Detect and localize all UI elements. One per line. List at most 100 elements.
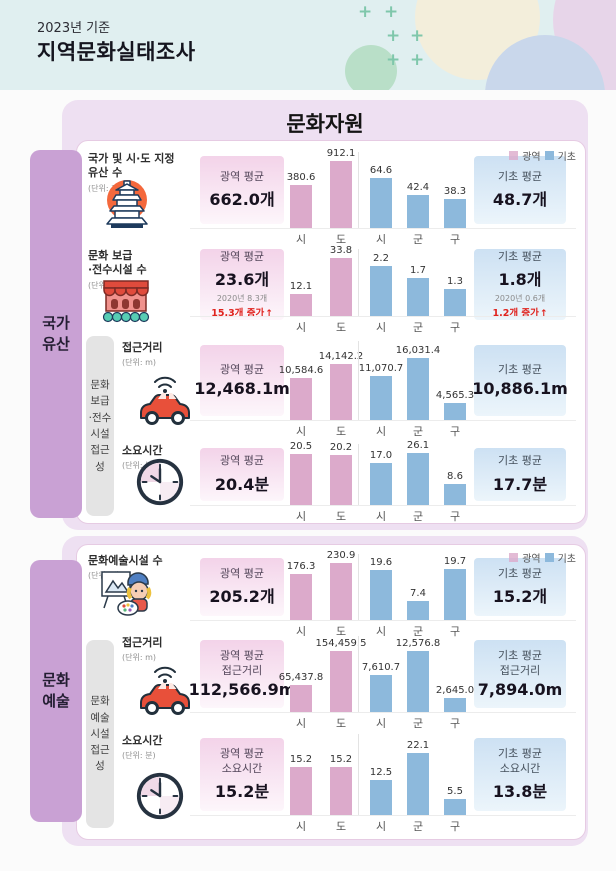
avg-value: 15.2분 bbox=[214, 781, 270, 801]
avg-label: 광역 평균 bbox=[220, 362, 264, 376]
basic-bars: 64.6 시 42.4 군 38.3 구 bbox=[366, 148, 470, 246]
bar-value-label: 230.9 bbox=[326, 550, 356, 561]
bar bbox=[444, 199, 466, 228]
row-facility-distance: 접근거리 (단위: m) 광역 평균 12,468.1m 10,584.6 시 14… bbox=[86, 337, 578, 440]
deco-circle-green bbox=[345, 45, 397, 90]
bar-value-label: 17.0 bbox=[369, 450, 393, 461]
bar-category-label: 구 bbox=[449, 510, 461, 523]
bar-column: 176.3 시 bbox=[286, 550, 316, 638]
basic-bars: 19.6 시 7.4 군 19.7 구 bbox=[366, 550, 470, 638]
axis-baseline bbox=[190, 620, 576, 621]
bar-column: 19.6 시 bbox=[369, 550, 393, 638]
bar-value-label: 380.6 bbox=[286, 172, 316, 183]
avg-label: 기초 평균 소요시간 bbox=[498, 747, 542, 775]
side-label-culture-arts: 문화 예술 bbox=[30, 560, 82, 822]
bar-category-label: 군 bbox=[412, 510, 424, 523]
bar-category-label: 구 bbox=[449, 425, 461, 438]
bar-column: 380.6 시 bbox=[286, 148, 316, 246]
row-title: 문화예술시설 수 bbox=[88, 554, 163, 567]
bar bbox=[330, 364, 352, 420]
row-heritage-count: 국가 및 시·도 지정 유산 수 (단위: 개) 광역 평균 bbox=[86, 148, 578, 246]
bar-value-label: 20.5 bbox=[289, 441, 313, 452]
row-unit: (단위: 개) bbox=[88, 183, 122, 193]
bar-value-label: 1.3 bbox=[447, 276, 463, 287]
avg-label: 기초 평균 bbox=[498, 362, 542, 376]
car-icon bbox=[134, 374, 196, 432]
bar-group-divider bbox=[358, 554, 359, 620]
avg-value: 1.8개 bbox=[498, 270, 542, 290]
basic-average-box: 기초 평균 48.7개 bbox=[474, 156, 566, 224]
report-title: 지역문화실태조사 bbox=[37, 40, 196, 64]
avg-label: 기초 평균 접근거리 bbox=[498, 649, 542, 677]
bar bbox=[407, 195, 429, 228]
avg-change: 15.3개 증가↑ bbox=[211, 308, 273, 320]
bar-value-label: 154,459.5 bbox=[315, 638, 367, 649]
header: + + + + + + 2023년 기준 지역문화실태조사 bbox=[0, 0, 616, 90]
bar-column: 15.2 시 bbox=[289, 730, 313, 833]
basic-bars: 7,610.7 시 12,576.8 군 2,645.0 구 bbox=[362, 632, 474, 730]
bar-value-label: 14,142.2 bbox=[318, 351, 364, 362]
board-title: 문화자원 bbox=[286, 112, 364, 136]
bar bbox=[444, 289, 466, 316]
avg-label: 기초 평균 bbox=[498, 249, 542, 263]
bar-category-label: 시 bbox=[375, 321, 387, 334]
axis-baseline bbox=[190, 228, 576, 229]
bar-value-label: 10,584.6 bbox=[278, 365, 324, 376]
bar-group-divider bbox=[358, 249, 359, 316]
bar-category-label: 도 bbox=[335, 233, 347, 246]
regional-bars: 65,437.8 시 154,459.5 도 bbox=[279, 632, 367, 730]
bar-value-label: 26.1 bbox=[406, 440, 430, 451]
bar-value-label: 5.5 bbox=[447, 786, 463, 797]
regional-average-box: 광역 평균 23.6개 2020년 8.3개 15.3개 증가↑ bbox=[200, 249, 284, 320]
plus-icon: + bbox=[386, 26, 401, 46]
bar bbox=[330, 258, 352, 316]
bar-column: 5.5 구 bbox=[443, 730, 467, 833]
bar-column: 11,070.7 시 bbox=[359, 337, 404, 438]
bar bbox=[370, 463, 392, 505]
bar-column: 7,610.7 시 bbox=[362, 632, 400, 730]
bar-category-label: 도 bbox=[335, 717, 347, 730]
pagoda-icon bbox=[98, 177, 154, 237]
basic-bars: 11,070.7 시 16,031.4 군 4,565.3 구 bbox=[359, 337, 474, 438]
bar-value-label: 176.3 bbox=[286, 561, 316, 572]
bar-category-label: 시 bbox=[375, 625, 387, 638]
bar bbox=[407, 278, 429, 316]
bar-category-label: 도 bbox=[335, 425, 347, 438]
row-title: 소요시간 bbox=[122, 734, 163, 747]
avg-label: 기초 평균 bbox=[498, 169, 542, 183]
row-arts-time: 소요시간 (단위: 분) 광역 평균 소요시간 15.2분 15.2 시 15.2 도 bbox=[86, 730, 578, 834]
regional-bars: 10,584.6 시 14,142.2 도 bbox=[278, 337, 364, 438]
bar bbox=[444, 569, 466, 620]
basic-bars: 17.0 시 26.1 군 8.6 구 bbox=[366, 440, 470, 523]
bar-column: 20.5 시 bbox=[289, 440, 313, 523]
bar bbox=[444, 403, 466, 420]
bar bbox=[370, 178, 392, 228]
row-title: 접근거리 bbox=[122, 636, 163, 649]
avg-value: 10,886.1m bbox=[472, 379, 568, 399]
row-unit: (단위: m) bbox=[122, 653, 156, 663]
bar-column: 912.1 도 bbox=[327, 148, 356, 246]
bar-category-label: 시 bbox=[295, 820, 307, 833]
basic-average-box: 기초 평균 1.8개 2020년 0.6개 1.2개 증가↑ bbox=[474, 249, 566, 320]
bar-category-label: 시 bbox=[375, 510, 387, 523]
bar-column: 65,437.8 시 bbox=[279, 632, 324, 730]
bar-value-label: 15.2 bbox=[329, 754, 353, 765]
avg-label: 광역 평균 접근거리 bbox=[220, 649, 264, 677]
regional-bars: 15.2 시 15.2 도 bbox=[280, 730, 362, 833]
bar bbox=[330, 563, 352, 620]
report-year: 2023년 기준 bbox=[37, 21, 111, 36]
row-arts-facility-count: 문화예술시설 수 (단위: 개) 광역 평균 205.2개 bbox=[86, 550, 578, 638]
theater-icon bbox=[98, 273, 154, 329]
bar-category-label: 시 bbox=[295, 510, 307, 523]
bar bbox=[407, 753, 429, 815]
legend-label-regional: 광역 bbox=[522, 152, 541, 163]
bar-value-label: 11,070.7 bbox=[358, 363, 404, 374]
row-unit: (단위: m) bbox=[122, 358, 156, 368]
bar-column: 12.1 시 bbox=[289, 245, 313, 334]
bar-column: 154,459.5 도 bbox=[316, 632, 367, 730]
bar-column: 14,142.2 도 bbox=[319, 337, 364, 438]
increase-arrow-icon: ↑ bbox=[265, 309, 273, 320]
clock-icon bbox=[134, 456, 186, 512]
bar-category-label: 구 bbox=[449, 625, 461, 638]
avg-value: 7,894.0m bbox=[477, 679, 563, 699]
